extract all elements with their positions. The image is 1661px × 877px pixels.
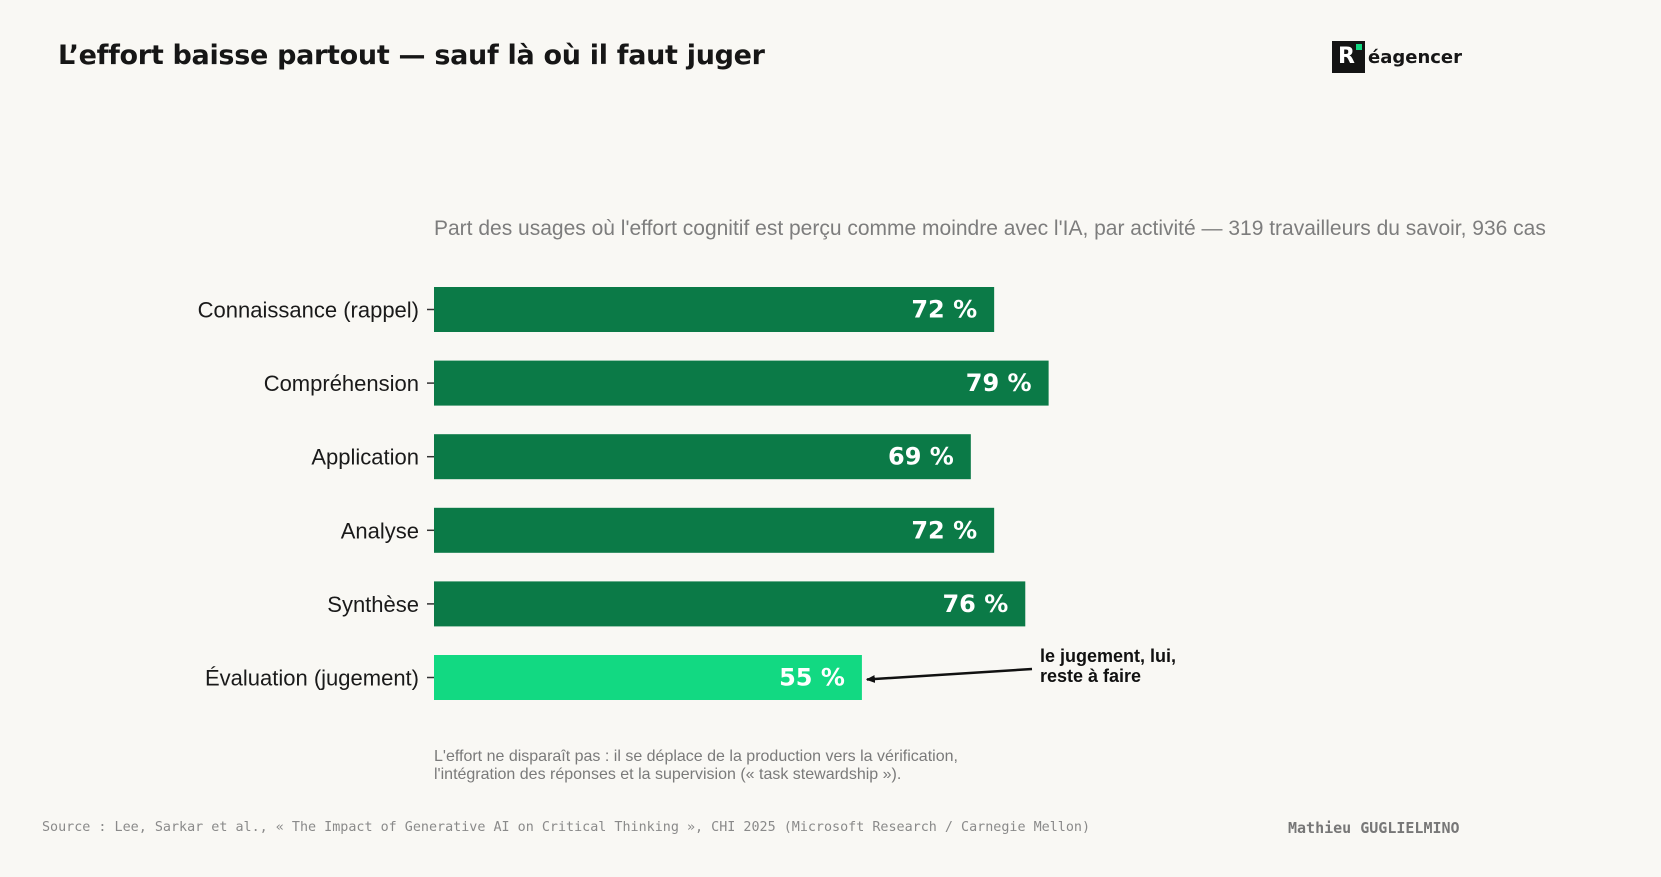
logo-mark-letter: R — [1338, 44, 1355, 69]
bar-5 — [434, 581, 1026, 627]
value-label-6: 55 % — [779, 664, 845, 692]
brand-logo: R éagencer — [1332, 41, 1462, 73]
annotation-arrow — [865, 667, 1033, 683]
value-label-5: 76 % — [942, 590, 1008, 618]
bar-6 — [434, 655, 862, 700]
category-label-2: Compréhension — [264, 371, 419, 396]
value-label-4: 72 % — [911, 516, 977, 544]
chart-note: L'effort ne disparaît pas : il se déplac… — [434, 748, 958, 784]
category-label-1: Connaissance (rappel) — [198, 298, 419, 323]
author-credit: Mathieu GUGLIELMINO — [1288, 819, 1460, 837]
logo-mark: R — [1332, 41, 1365, 73]
chart-subtitle: Part des usages où l'effort cognitif est… — [434, 217, 1546, 240]
annotation-text-line-2: reste à faire — [1040, 666, 1141, 686]
bar-4 — [434, 507, 995, 553]
bar-1 — [434, 287, 995, 332]
category-label-3: Application — [311, 445, 419, 470]
value-label-3: 69 % — [888, 443, 954, 471]
chart-note-line-2: l'intégration des réponses et la supervi… — [434, 766, 902, 783]
chart-title: L’effort baisse partout — sauf là où il … — [58, 40, 765, 71]
value-label-2: 79 % — [966, 369, 1032, 397]
bar-2 — [434, 360, 1049, 406]
category-label-6: Évaluation (jugement) — [205, 666, 419, 691]
logo-text: éagencer — [1368, 46, 1463, 68]
value-label-1: 72 % — [911, 296, 977, 324]
bar-3 — [434, 434, 971, 480]
category-label-5: Synthèse — [327, 592, 419, 617]
source-citation: Source : Lee, Sarkar et al., « The Impac… — [42, 820, 1091, 835]
annotation-text-line-1: le jugement, lui, — [1040, 646, 1176, 666]
chart-note-line-1: L'effort ne disparaît pas : il se déplac… — [434, 748, 958, 765]
category-label-4: Analyse — [341, 518, 419, 543]
logo-accent-dot — [1356, 44, 1362, 50]
